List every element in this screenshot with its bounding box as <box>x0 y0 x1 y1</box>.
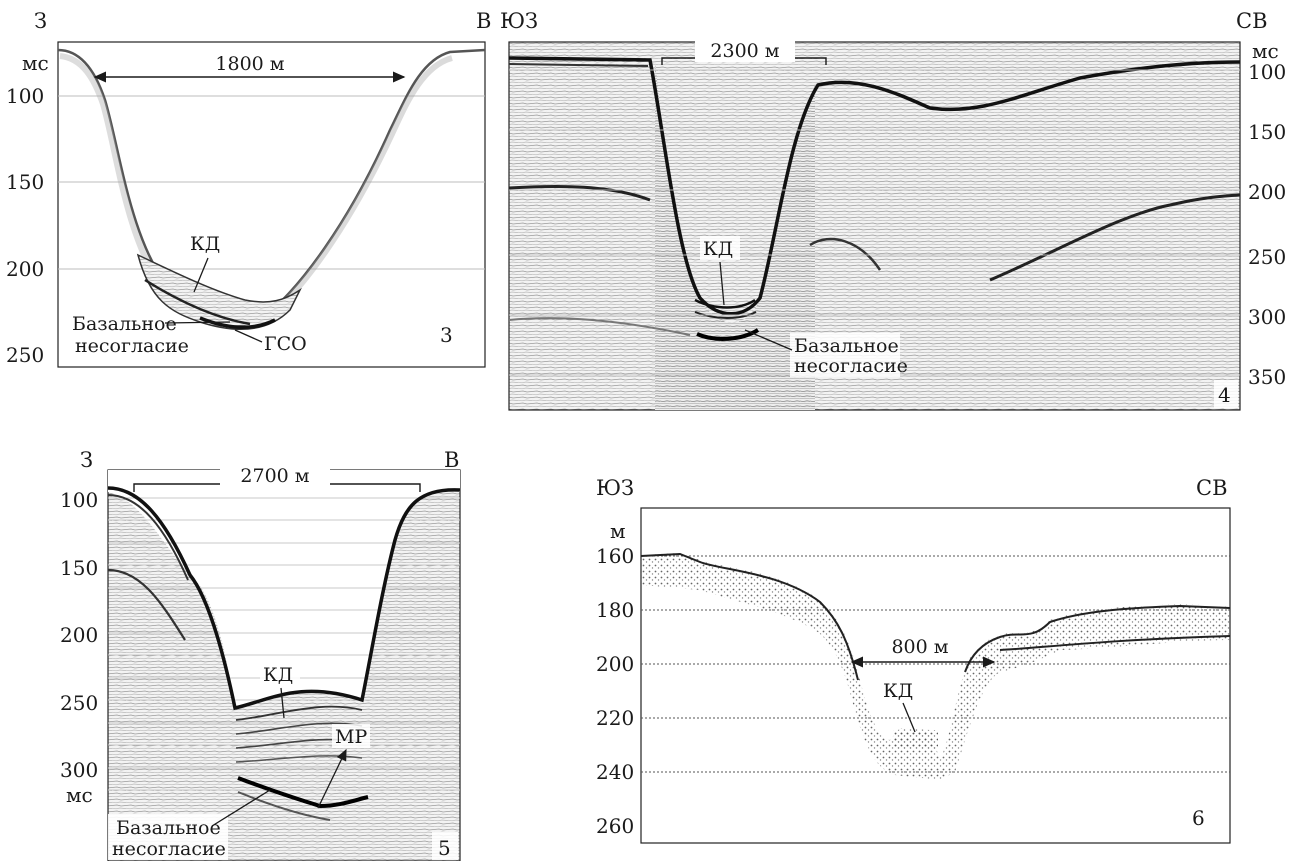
panel-4-ytick: 200 <box>1248 180 1286 204</box>
panel-4-ytick: 150 <box>1248 120 1286 144</box>
panel-3-unit: мс <box>22 51 49 75</box>
panel-5-seafloor-reflector <box>108 486 460 711</box>
panel-3: 1800 м З В мс 100 150 200 250 КД Базальн… <box>6 9 491 368</box>
panel-5-ytick: 150 <box>60 556 98 580</box>
panel-4-left-direction: ЮЗ <box>500 9 538 33</box>
panel-3-sediment-fill <box>136 253 302 330</box>
panel-3-ytick: 100 <box>6 84 44 108</box>
panel-4-label-kd: КД <box>703 238 733 260</box>
panel-6-echo-band <box>641 553 1230 780</box>
panel-6-ytick: 260 <box>596 814 634 838</box>
panel-3-ytick: 250 <box>6 343 44 367</box>
panel-3-label-basal-2: несогласие <box>75 335 189 357</box>
panel-5-gridlines <box>108 497 460 791</box>
panel-6-unit: м <box>610 519 626 543</box>
panel-3-gridlines <box>58 95 485 270</box>
panel-4-unit: мс <box>1252 39 1279 63</box>
panel-4-number: 4 <box>1218 383 1231 407</box>
panel-3-label-kd: КД <box>190 233 220 255</box>
panel-3-ytick: 200 <box>6 257 44 281</box>
panel-5-number: 5 <box>438 836 451 860</box>
panel-4-ytick: 300 <box>1248 305 1286 329</box>
panel-5-scale-label: 2700 м <box>240 465 309 487</box>
panel-3-ytick: 150 <box>6 170 44 194</box>
panel-5-left-direction: З <box>80 448 93 472</box>
panel-6-ytick: 200 <box>596 652 634 676</box>
panel-5: 2700 м З В 100 150 200 250 300 мс КД МР … <box>60 448 461 861</box>
panel-6-number: 6 <box>1192 806 1205 830</box>
panel-5-ytick: 100 <box>60 488 98 512</box>
panel-3-label-basal-1: Базальное <box>72 313 177 335</box>
panel-5-ytick: 300 <box>60 758 98 782</box>
panel-4-gridlines <box>509 69 1240 376</box>
panel-5-label-mr: МР <box>335 726 367 748</box>
panel-5-right-direction: В <box>444 448 459 472</box>
panel-5-water-column <box>108 470 460 710</box>
panel-4-ytick: 100 <box>1248 60 1286 84</box>
panel-4-label-basal-2: несогласие <box>794 355 908 377</box>
panel-5-ytick: 200 <box>60 623 98 647</box>
panel-3-number: 3 <box>440 323 453 347</box>
panel-6-ytick: 220 <box>596 706 634 730</box>
panel-3-left-direction: З <box>34 9 47 33</box>
panel-6-ytick: 180 <box>596 598 634 622</box>
panel-6-frame <box>640 507 1231 844</box>
panel-4-label-basal-1: Базальное <box>794 335 899 357</box>
panel-5-label-kd: КД <box>263 664 293 686</box>
panel-4: 2300 м ЮЗ СВ мс 100 150 200 250 300 350 … <box>500 9 1286 411</box>
panel-4-scale-label: 2300 м <box>710 40 779 62</box>
panel-3-scale-label: 1800 м <box>215 53 284 75</box>
panel-3-right-direction: В <box>476 9 491 33</box>
panel-5-ytick: 250 <box>60 691 98 715</box>
panel-4-channel <box>655 62 815 410</box>
panel-6-right-direction: СВ <box>1196 476 1228 500</box>
panel-4-ytick: 350 <box>1248 365 1286 389</box>
panel-5-label-basal-2: несогласие <box>112 838 226 860</box>
panel-6-ytick: 160 <box>596 544 634 568</box>
panel-5-unit: мс <box>66 783 93 807</box>
panel-6-ytick: 240 <box>596 760 634 784</box>
panel-6-scale-label: 800 м <box>891 636 948 658</box>
panel-3-label-gso: ГСО <box>264 333 307 355</box>
panel-6-left-direction: ЮЗ <box>596 476 634 500</box>
panel-4-seafloor-reflector <box>509 56 1240 316</box>
panel-6-label-kd: КД <box>883 680 913 702</box>
panel-5-label-basal-1: Базальное <box>116 817 221 839</box>
panel-4-right-direction: СВ <box>1236 9 1268 33</box>
panel-4-ytick: 250 <box>1248 245 1286 269</box>
panel-6: 800 м ЮЗ СВ м 160 180 200 220 240 260 КД… <box>596 476 1231 844</box>
